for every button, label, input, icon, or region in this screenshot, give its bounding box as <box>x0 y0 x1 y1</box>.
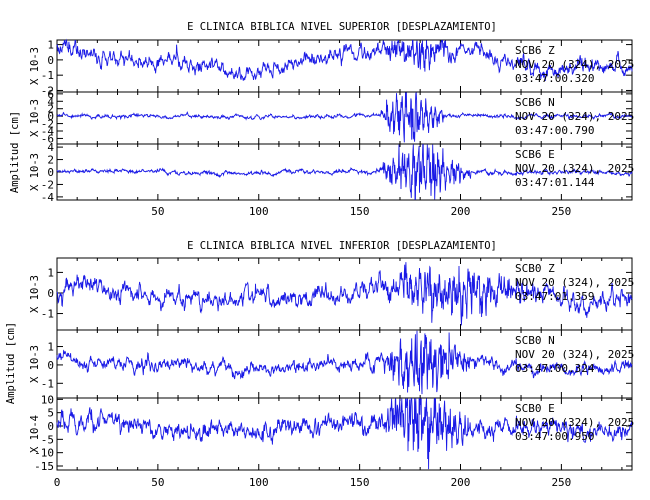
channel-label: SCB6 Z <box>515 44 555 57</box>
y-tick-label: 2 <box>47 154 54 167</box>
y-tick-label: 0 <box>47 359 54 372</box>
y-tick-label: -2 <box>41 118 54 131</box>
upper-amplitude-label: Amplitud [cm] <box>9 111 21 193</box>
time-label: 03:47:00.950 <box>515 430 594 443</box>
x-tick-label: 100 <box>249 205 269 218</box>
channel-label: SCB0 E <box>515 402 555 415</box>
date-label: NOV 20 (324), 2025 <box>515 348 634 361</box>
panel-frame <box>56 397 633 471</box>
waveform-trace <box>56 92 633 143</box>
y-tick-label: 1 <box>47 266 54 279</box>
date-label: NOV 20 (324), 2025 <box>515 162 634 175</box>
x-tick-label: 150 <box>350 205 370 218</box>
time-label: 03:47:00.320 <box>515 72 594 85</box>
scale-label: X 10-3 <box>29 275 41 313</box>
scale-label: X 10-3 <box>29 47 41 85</box>
y-tick-label: 10 <box>41 393 54 406</box>
date-label: NOV 20 (324), 2025 <box>515 110 634 123</box>
channel-label: SCB6 N <box>515 96 555 109</box>
y-tick-label: -2 <box>41 84 54 97</box>
y-tick-label: -1 <box>41 308 54 321</box>
time-label: 03:47:00.324 <box>515 362 595 375</box>
y-tick-label: -6 <box>41 132 54 145</box>
y-tick-label: -10 <box>34 447 54 460</box>
waveform-trace <box>56 398 633 470</box>
x-tick-label: 200 <box>451 476 471 489</box>
scale-label: X 10-3 <box>29 99 41 137</box>
x-tick-label: 250 <box>551 476 571 489</box>
y-tick-label: -2 <box>41 178 54 191</box>
y-tick-label: -15 <box>34 460 54 473</box>
channel-label: SCB6 E <box>515 148 555 161</box>
time-label: 03:47:01.359 <box>515 290 594 303</box>
lower-amplitude-label: Amplitud [cm] <box>5 322 17 404</box>
y-tick-label: 0 <box>47 54 54 67</box>
x-tick-label: 50 <box>151 476 164 489</box>
y-tick-label: -4 <box>41 125 55 138</box>
y-tick-label: 0 <box>47 166 54 179</box>
lower-level-chart: E CLINICA BIBLICA NIVEL INFERIOR [DESPLA… <box>5 240 634 489</box>
channel-label: SCB0 N <box>515 334 555 347</box>
date-label: NOV 20 (324), 2025 <box>515 276 634 289</box>
scale-label: X 10-4 <box>29 415 41 453</box>
waveform-trace <box>56 144 633 200</box>
date-label: NOV 20 (324), 2025 <box>515 58 634 71</box>
time-label: 03:47:01.144 <box>515 176 595 189</box>
y-tick-label: 1 <box>47 341 54 354</box>
x-tick-label: 200 <box>451 205 471 218</box>
x-tick-label: 0 <box>54 476 61 489</box>
y-tick-label: 4 <box>47 95 54 108</box>
y-tick-label: 6 <box>47 88 54 101</box>
channel-label: SCB0 Z <box>515 262 555 275</box>
y-tick-label: 5 <box>47 407 54 420</box>
y-tick-label: -4 <box>41 191 55 204</box>
scale-label: X 10-3 <box>29 345 41 383</box>
y-tick-label: 4 <box>47 141 54 154</box>
x-tick-label: 150 <box>350 476 370 489</box>
upper-level-chart: E CLINICA BIBLICA NIVEL SUPERIOR [DESPLA… <box>9 21 634 218</box>
upper-chart-title: E CLINICA BIBLICA NIVEL SUPERIOR [DESPLA… <box>187 21 497 33</box>
waveform-trace <box>56 330 633 395</box>
x-tick-label: 250 <box>551 205 571 218</box>
waveform-trace <box>56 38 633 81</box>
y-tick-label: -5 <box>41 433 54 446</box>
y-tick-label: 0 <box>47 110 54 123</box>
date-label: NOV 20 (324), 2025 <box>515 416 634 429</box>
time-label: 03:47:00.790 <box>515 124 594 137</box>
y-tick-label: -1 <box>41 69 54 82</box>
x-tick-label: 50 <box>151 205 164 218</box>
y-tick-label: -1 <box>41 377 54 390</box>
y-tick-label: 0 <box>47 420 54 433</box>
lower-chart-title: E CLINICA BIBLICA NIVEL INFERIOR [DESPLA… <box>187 240 497 252</box>
y-tick-label: 0 <box>47 287 54 300</box>
x-tick-label: 100 <box>249 476 269 489</box>
y-tick-label: 2 <box>47 103 54 116</box>
waveform-trace <box>56 262 633 326</box>
y-tick-label: 1 <box>47 39 54 52</box>
scale-label: X 10-3 <box>29 153 41 191</box>
